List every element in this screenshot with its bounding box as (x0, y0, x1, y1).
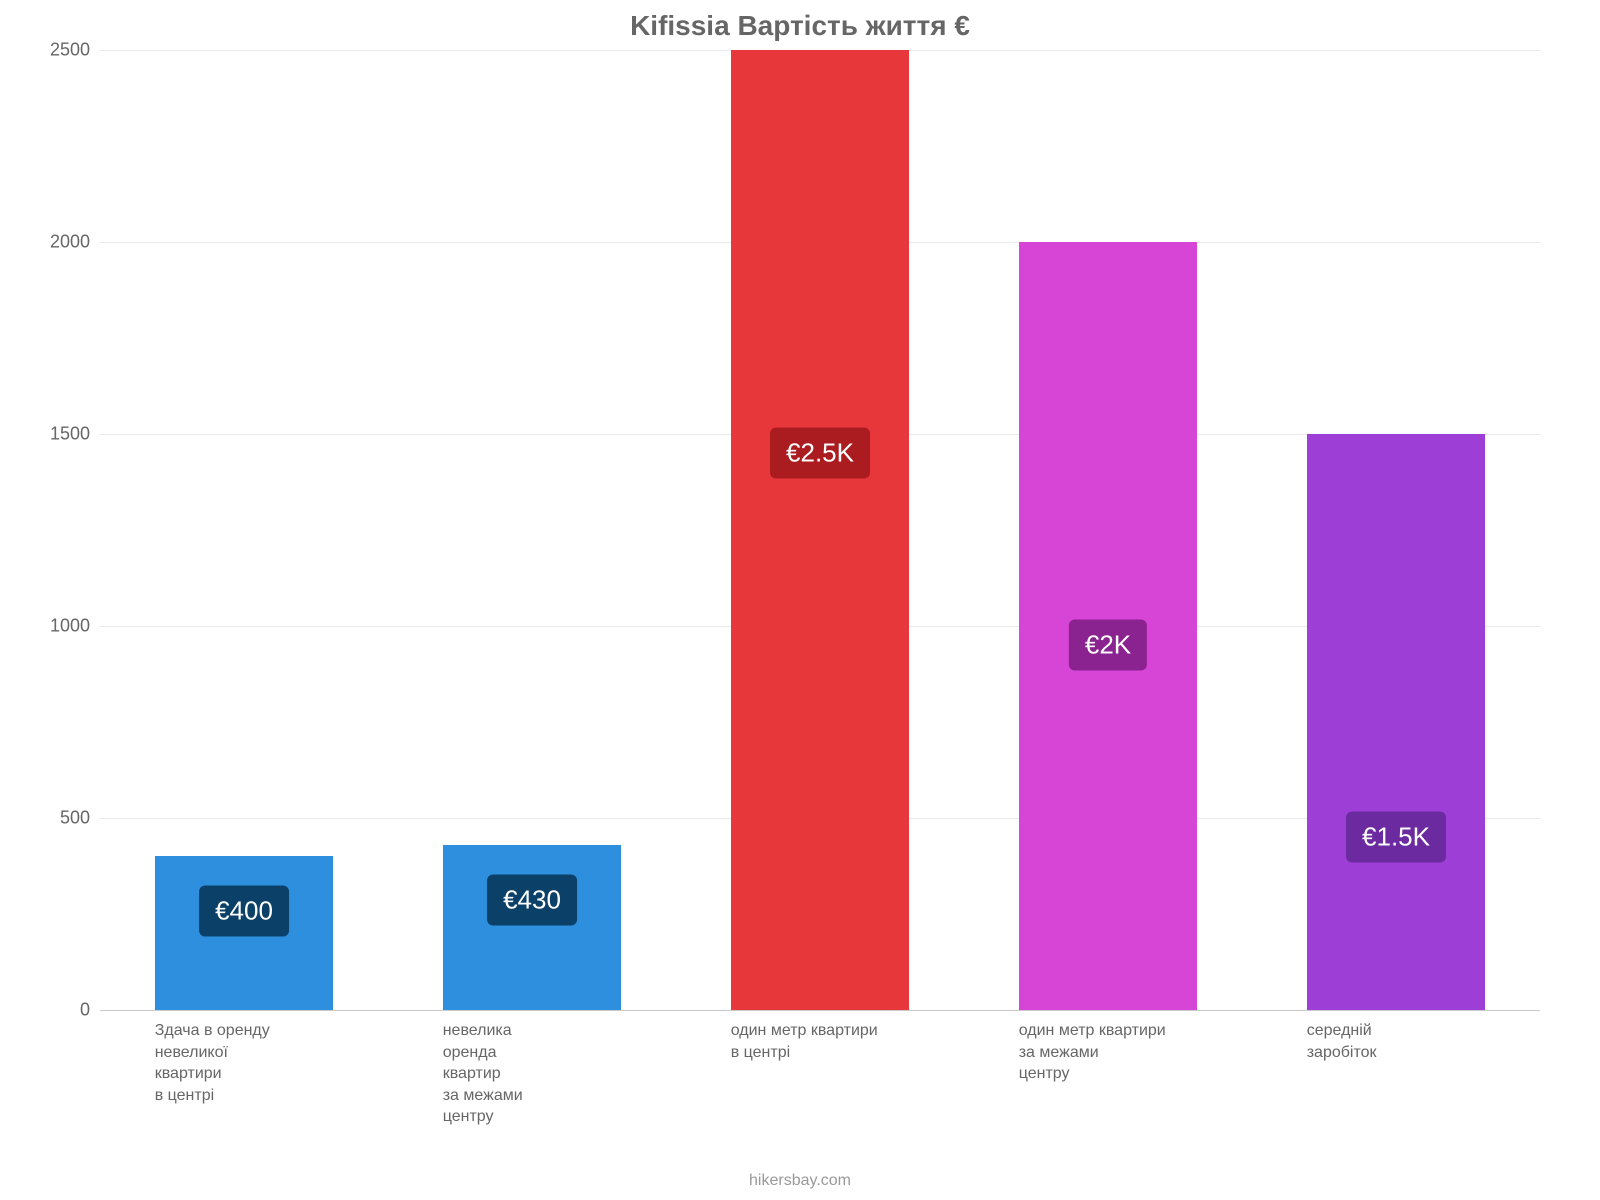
attribution-text: hikersbay.com (0, 1172, 1600, 1190)
value-badge: €430 (487, 874, 577, 925)
value-badge: €2.5K (770, 428, 870, 479)
x-axis-label: середній заробіток (1307, 1020, 1526, 1063)
bar (1307, 434, 1486, 1010)
x-axis-label: один метр квартири в центрі (731, 1020, 950, 1063)
y-tick-label: 0 (10, 1000, 90, 1021)
value-badge: €1.5K (1346, 812, 1446, 863)
y-tick-label: 1500 (10, 424, 90, 445)
bar (731, 50, 910, 1010)
bar (443, 845, 622, 1010)
plot-area: €400 €430 €2.5K €2K €1.5K (100, 50, 1540, 1010)
chart-container: Kifissia Вартість життя € €400€430€2.5K€… (0, 0, 1600, 1200)
y-tick-label: 1000 (10, 616, 90, 637)
x-axis-label: один метр квартири за межами центру (1019, 1020, 1238, 1085)
x-axis-label: Здача в оренду невеликої квартири в цент… (155, 1020, 374, 1106)
x-axis-labels: Здача в оренду невеликої квартири в цент… (100, 1020, 1540, 1150)
y-tick-label: 500 (10, 808, 90, 829)
y-tick-label: 2000 (10, 232, 90, 253)
grid-line (100, 1010, 1540, 1011)
value-badge: €400 (199, 886, 289, 937)
x-axis-label: невелика оренда квартир за межами центру (443, 1020, 662, 1128)
value-badge: €2K (1069, 620, 1147, 671)
chart-title: Kifissia Вартість життя € (0, 10, 1600, 42)
y-tick-label: 2500 (10, 40, 90, 61)
